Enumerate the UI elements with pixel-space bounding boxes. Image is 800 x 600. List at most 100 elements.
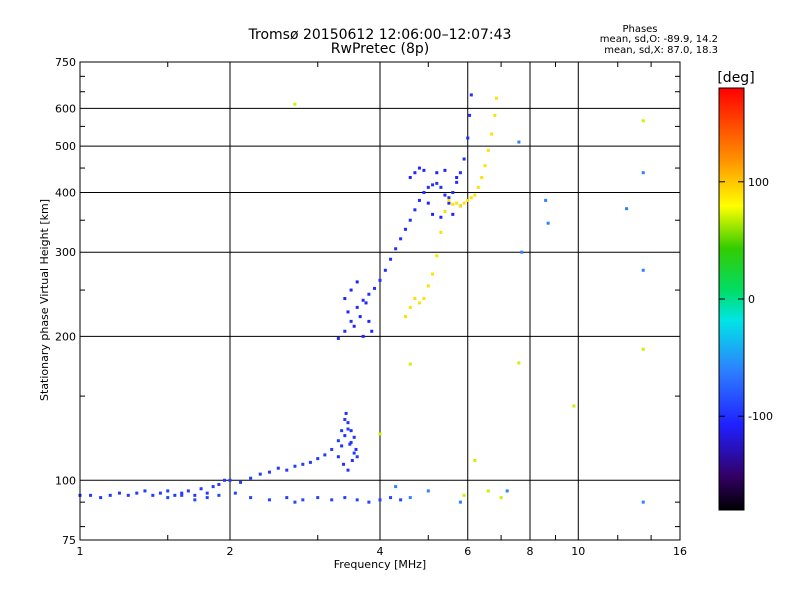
data-point [458,204,462,208]
x-axis-label: Frequency [MHz] [334,558,426,571]
data-point [126,493,130,497]
data-point [641,347,645,351]
data-point [355,305,359,309]
data-point [408,496,412,500]
y-axis: 75 100 200 300 400 500 600 750 [55,56,680,547]
data-point [352,435,356,439]
data-point [330,498,334,502]
data-point [499,496,503,500]
data-point [349,288,353,292]
data-point [505,489,509,493]
data-point [316,496,320,500]
colorbar-ticks: 100 0 -100 [719,176,773,423]
data-point [239,480,243,484]
plot-frame [79,61,681,541]
data-point [158,491,162,495]
data-point [233,491,237,495]
data-point [199,487,203,491]
data-point [346,421,350,425]
data-point [383,268,387,272]
data-point [180,493,184,497]
data-point [422,168,426,172]
data-point [417,198,421,202]
data-point [458,171,462,175]
x-tick-label: 16 [673,545,687,558]
data-point [422,297,426,301]
data-point [426,185,430,189]
x-tick-label: 4 [377,545,384,558]
data-point [293,464,297,468]
data-point [364,301,368,305]
data-point [349,319,353,323]
data-point [293,500,297,504]
data-point [117,491,121,495]
x-tick-label: 6 [464,545,471,558]
data-point [408,362,412,366]
data-point [367,500,371,504]
y-tick-label: 600 [55,102,76,115]
data-point [193,493,197,497]
data-point [466,136,470,140]
data-point [370,329,374,333]
data-point [249,476,253,480]
data-point [180,491,184,495]
data-point [451,202,455,206]
data-point [493,113,497,117]
data-point [431,212,435,216]
data-point [389,257,393,261]
data-point [455,175,459,179]
data-point [336,336,340,340]
data-point [443,193,447,197]
data-point [408,305,412,309]
data-point [399,237,403,241]
data-point [285,496,289,500]
data-point [486,489,490,493]
y-tick-label: 400 [55,186,76,199]
data-point [435,254,439,258]
data-point [426,201,430,205]
data-point [205,491,209,495]
data-point [490,132,494,136]
data-point [469,196,473,200]
data-point [447,196,451,200]
data-point [476,185,480,189]
grid-lines [80,62,680,540]
data-point [276,466,280,470]
data-point [403,227,407,231]
data-point [340,429,344,433]
data-point [355,498,359,502]
data-point [520,250,524,254]
colorbar-tick-label: 100 [748,176,769,189]
colorbar-tick-label: -100 [748,410,773,423]
data-point [408,218,412,222]
data-point [308,460,312,464]
data-point [413,297,417,301]
x-tick-label: 1 [77,545,84,558]
data-point [143,489,147,493]
data-point [267,498,271,502]
y-tick-label: 75 [62,534,76,547]
data-point [447,198,451,202]
data-point [173,493,177,497]
data-point [293,102,297,106]
data-point [451,190,455,194]
data-point [301,498,305,502]
data-point [572,404,576,408]
data-point [340,444,344,448]
colorbar-label: [deg] [717,70,754,86]
data-point [641,171,645,175]
data-point [403,315,407,319]
data-point [546,221,550,225]
data-point [258,472,262,476]
data-point [373,286,377,290]
data-point [343,297,347,301]
data-point [166,496,170,500]
data-point [458,500,462,504]
data-point [378,278,382,282]
x-axis: 1 2 4 6 8 10 16 [77,62,687,558]
data-point [343,418,347,422]
stats-title: Phases [622,24,657,35]
data-point [394,247,398,251]
data-point [349,440,353,444]
